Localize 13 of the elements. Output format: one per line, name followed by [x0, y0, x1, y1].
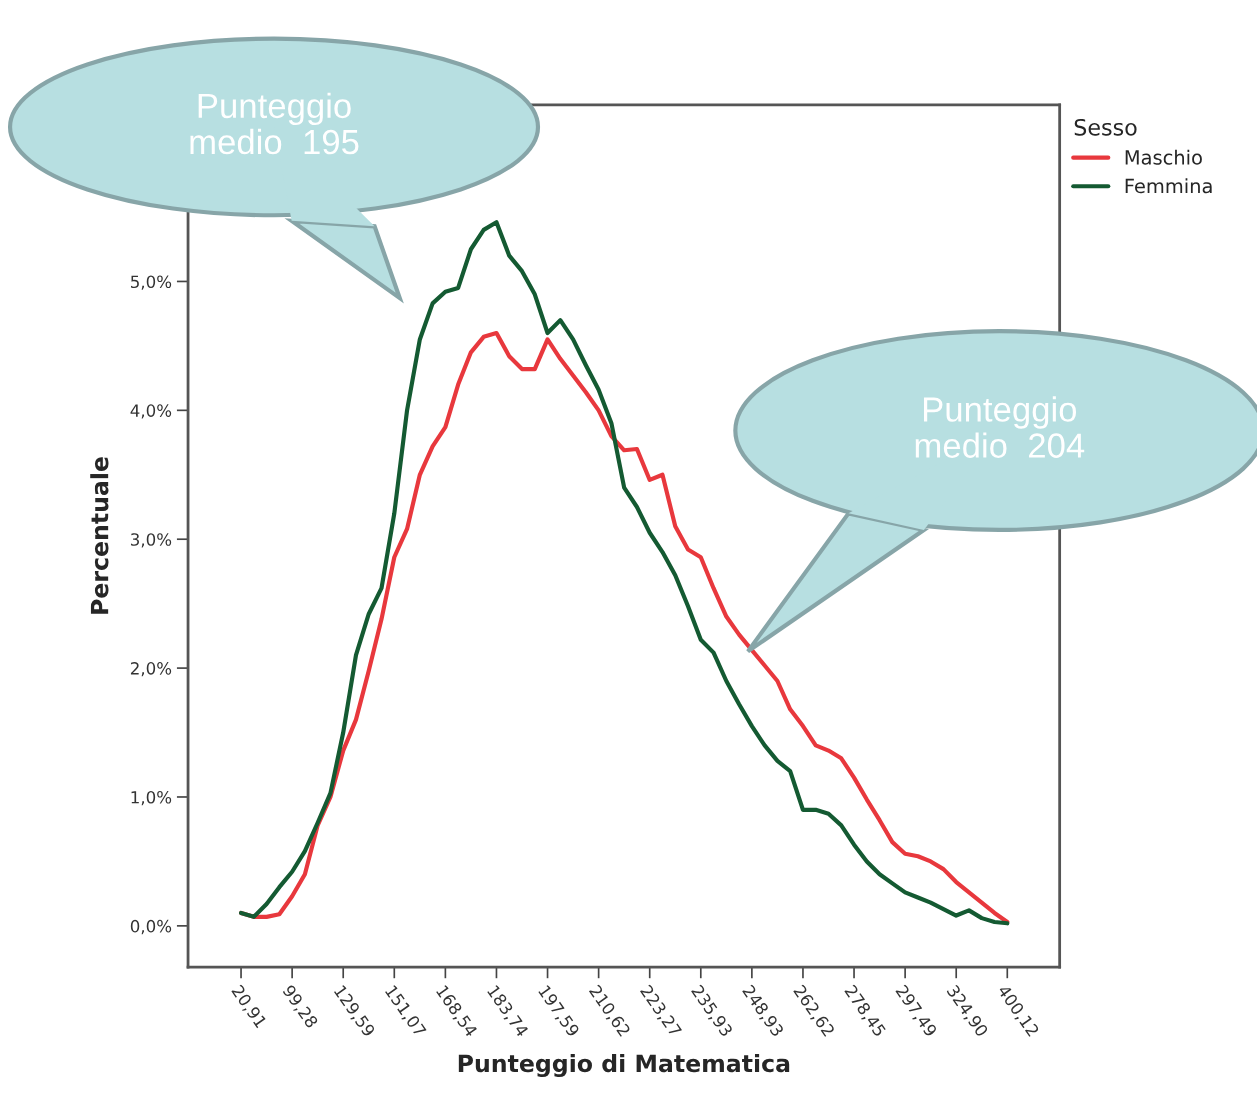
y-tick-label: 3,0%: [131, 533, 172, 548]
annotation: Punteggio medio 204: [915, 396, 1085, 458]
annotation: Punteggio medio 195: [190, 92, 359, 155]
y-tick-label: 1,0%: [131, 790, 172, 806]
y-tick-label: 0,0%: [130, 919, 172, 935]
y-tick-label: 5,0%: [131, 275, 172, 290]
legend-title: Sesso: [1074, 118, 1137, 136]
legend-label: Maschio: [1125, 149, 1202, 165]
x-axis-title: Punteggio di Matematica: [458, 1053, 790, 1078]
legend-label: Femmina: [1125, 178, 1212, 194]
y-tick-label: 2,0%: [130, 662, 172, 677]
y-tick-label: 4,0%: [130, 404, 172, 419]
y-axis-title: Percentuale: [90, 457, 109, 614]
